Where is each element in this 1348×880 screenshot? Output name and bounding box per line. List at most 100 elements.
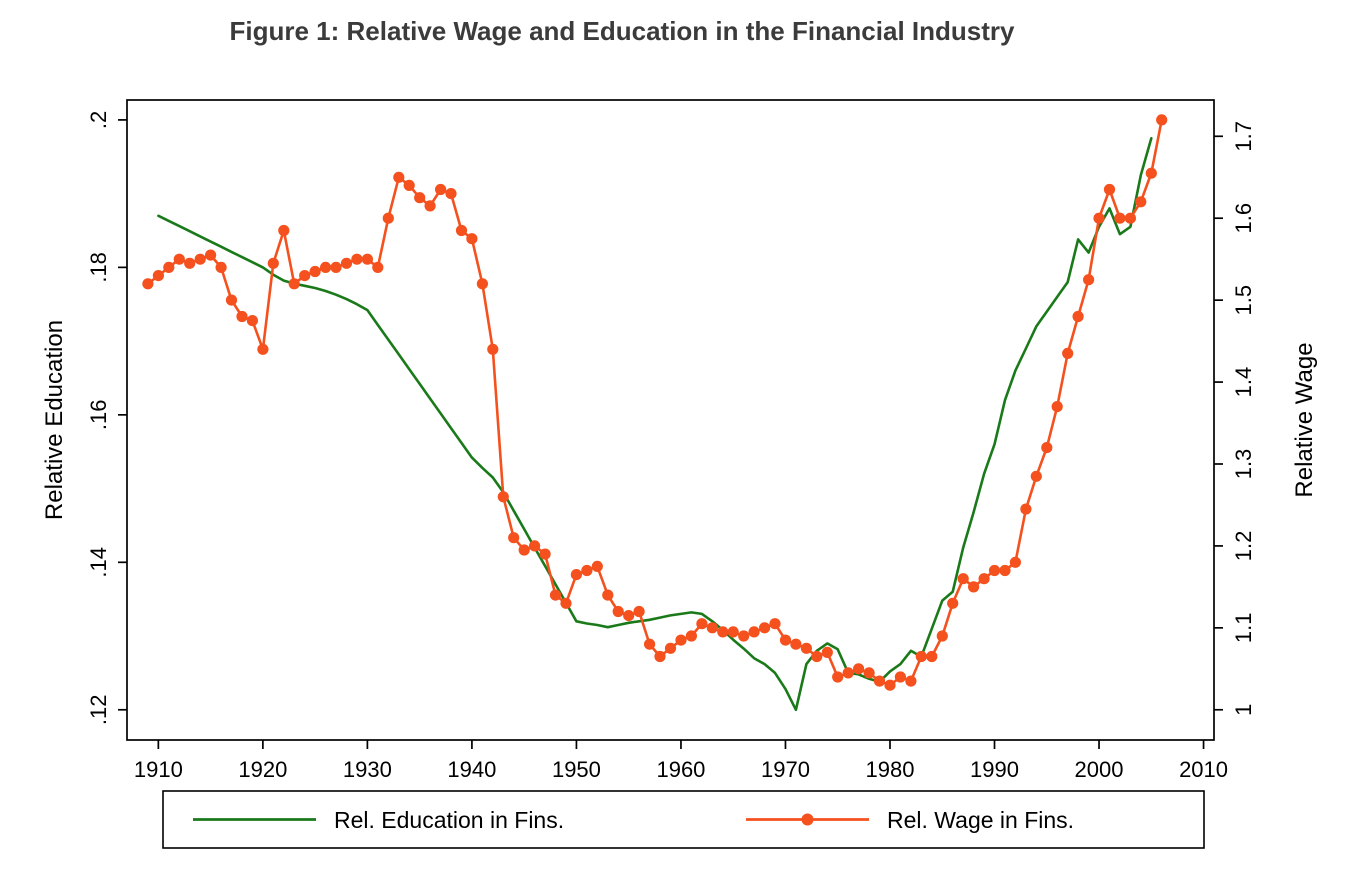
x-axis-tick-label: 1920 [238, 757, 287, 782]
wage-series-marker [309, 265, 321, 278]
wage-series-marker [884, 679, 896, 691]
left-axis-tick-label: .16 [86, 400, 111, 431]
figure-title: Figure 1: Relative Wage and Education in… [230, 16, 1015, 46]
wage-series-marker [424, 200, 436, 212]
wage-series-marker [184, 257, 196, 269]
wage-series-marker [591, 560, 603, 573]
wage-series-marker [330, 261, 342, 273]
wage-series-marker [173, 253, 185, 265]
wage-series-marker [664, 642, 677, 654]
right-axis-tick-label: 1 [1231, 704, 1256, 716]
plot-area: 1910 1920 1930 1940 1950 1960 1970 1980 1990 2000… [86, 99, 1256, 782]
wage-series-line [146, 118, 1163, 687]
wage-series-marker [873, 675, 886, 687]
left-axis-tick-label: .2 [86, 111, 111, 129]
left-axis-tick-label: .14 [86, 547, 111, 578]
wage-series-marker [320, 261, 332, 273]
x-axis-tick-label: 1940 [447, 757, 496, 782]
wage-series-marker [382, 212, 394, 224]
right-axis-tick-label: 1.3 [1231, 449, 1256, 480]
left-axis-tick-label: .12 [86, 694, 111, 725]
wage-series-marker [340, 257, 353, 269]
wage-series-marker [549, 589, 562, 601]
wage-series-marker [769, 618, 781, 630]
wage-series-marker [393, 171, 405, 183]
wage-series-marker [623, 610, 635, 622]
wage-series-marker [999, 564, 1011, 577]
right-axis-tick-label: 1.2 [1231, 531, 1256, 562]
wage-series-marker [957, 573, 969, 585]
wage-series-marker [1009, 556, 1022, 568]
wage-series-marker [487, 343, 499, 355]
wage-series-marker [894, 671, 907, 683]
wage-series-marker [225, 294, 238, 306]
wage-series-marker [1103, 183, 1116, 196]
wage-series-marker [445, 188, 457, 200]
x-axis-tick-label: 1960 [656, 757, 705, 782]
wage-series-marker [435, 183, 447, 196]
wage-series-marker [1093, 212, 1105, 224]
wage-series-marker [163, 261, 175, 273]
right-axis-tick-label: 1.6 [1231, 203, 1256, 234]
wage-series-marker [246, 315, 258, 327]
wage-series-marker [278, 224, 290, 237]
wage-series-marker [706, 622, 718, 634]
wage-series-marker [497, 491, 509, 503]
wage-series-marker [968, 581, 980, 593]
right-axis-tick-label: 1.1 [1231, 613, 1256, 644]
x-axis-tick-label: 2000 [1075, 757, 1124, 782]
wage-series-marker [142, 278, 154, 290]
wage-series-marker [1114, 212, 1126, 224]
wage-series-marker [560, 597, 572, 609]
wage-series-marker [1051, 401, 1063, 413]
wage-series-marker [915, 650, 927, 663]
wage-series-marker [832, 671, 844, 683]
right-axis-tick-label: 1.4 [1231, 367, 1256, 398]
plot-border [126, 99, 1215, 741]
wage-series-marker [403, 179, 415, 191]
legend-wage-label: Rel. Wage in Fins. [887, 807, 1074, 833]
x-axis-tick-label: 1930 [343, 757, 392, 782]
wage-series-marker [644, 638, 656, 650]
wage-series-marker [821, 646, 833, 659]
wage-series-marker [633, 605, 645, 618]
wage-series-marker [508, 532, 520, 544]
wage-series-marker [257, 343, 269, 355]
wage-series-marker [602, 589, 614, 601]
legend-education-label: Rel. Education in Fins. [334, 807, 564, 833]
wage-series-marker [1083, 274, 1095, 286]
wage-series-marker [288, 278, 300, 290]
wage-series-marker [612, 605, 624, 618]
wage-series-marker [476, 278, 488, 290]
wage-series-marker [1135, 196, 1147, 208]
wage-series-marker [570, 569, 583, 581]
x-axis-tick-label: 1990 [970, 757, 1019, 782]
wage-series-marker [717, 626, 729, 638]
x-axis-tick-label: 1910 [134, 757, 183, 782]
wage-series-marker [863, 667, 875, 679]
wage-series-marker [236, 310, 248, 323]
legend-box [162, 790, 1205, 849]
wage-series-marker [455, 224, 468, 237]
wage-series-marker [675, 634, 687, 646]
wage-series-marker [654, 650, 666, 663]
wage-series-marker [779, 634, 792, 646]
wage-series-marker [988, 564, 1001, 577]
wage-series-marker [738, 630, 750, 642]
right-axis-tick-label: 1.5 [1231, 285, 1256, 316]
education-series-line [157, 137, 1153, 712]
wage-series-marker [696, 618, 708, 630]
wage-series-marker [1030, 470, 1042, 482]
wage-series-marker [842, 667, 854, 679]
wage-series-marker [1124, 212, 1136, 224]
right-axis-tick-label: 1.7 [1231, 121, 1256, 152]
wage-series-marker [727, 626, 739, 638]
wage-series-marker [215, 261, 227, 273]
wage-series-marker [978, 573, 990, 585]
x-axis-tick-label: 2010 [1179, 757, 1228, 782]
wage-series-marker [152, 270, 164, 282]
wage-series-marker [372, 261, 384, 273]
wage-series-marker [1145, 167, 1157, 179]
legend: Rel. Education in Fins. Rel. Wage in Fin… [162, 790, 1205, 849]
